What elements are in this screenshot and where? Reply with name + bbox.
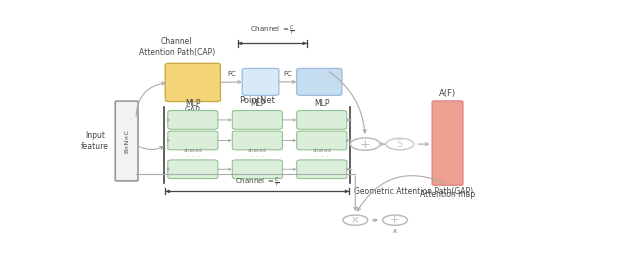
FancyBboxPatch shape <box>168 111 218 129</box>
FancyBboxPatch shape <box>297 68 342 95</box>
FancyBboxPatch shape <box>168 131 218 150</box>
FancyBboxPatch shape <box>168 160 218 179</box>
FancyBboxPatch shape <box>297 111 347 129</box>
FancyBboxPatch shape <box>297 131 347 150</box>
Text: Geometric Attention Path(GAP): Geometric Attention Path(GAP) <box>355 187 474 196</box>
Text: shared
·  ·  ·: shared · · · <box>312 148 332 159</box>
Text: PointNet: PointNet <box>239 96 275 105</box>
Text: Input
feature: Input feature <box>81 131 109 151</box>
Text: shared
·  ·  ·: shared · · · <box>184 148 202 159</box>
Text: Channel $= \frac{C}{r}$: Channel $= \frac{C}{r}$ <box>250 24 295 38</box>
Text: MLP: MLP <box>314 100 330 108</box>
Text: MLP: MLP <box>186 100 201 108</box>
Text: shared
·  ·  ·: shared · · · <box>248 148 267 159</box>
Text: MLP: MLP <box>250 100 266 108</box>
Text: GAP: GAP <box>185 106 201 115</box>
Text: B×N×C: B×N×C <box>124 129 129 153</box>
Text: Attention map: Attention map <box>420 190 475 199</box>
FancyBboxPatch shape <box>297 160 347 179</box>
Text: +: + <box>360 138 371 151</box>
Text: ×: × <box>351 215 360 225</box>
FancyBboxPatch shape <box>165 63 220 101</box>
FancyBboxPatch shape <box>232 131 282 150</box>
FancyBboxPatch shape <box>432 101 463 185</box>
Text: FC: FC <box>227 71 236 77</box>
Text: Channel
Attention Path(CAP): Channel Attention Path(CAP) <box>139 37 215 57</box>
FancyBboxPatch shape <box>232 160 282 179</box>
Text: +: + <box>390 215 399 225</box>
FancyBboxPatch shape <box>115 101 138 181</box>
FancyBboxPatch shape <box>242 68 279 95</box>
Text: S: S <box>397 139 403 149</box>
FancyBboxPatch shape <box>232 111 282 129</box>
Text: Channel $= \frac{C}{r}$: Channel $= \frac{C}{r}$ <box>235 176 280 190</box>
Text: FC: FC <box>284 71 292 77</box>
Text: A(F): A(F) <box>439 89 456 98</box>
